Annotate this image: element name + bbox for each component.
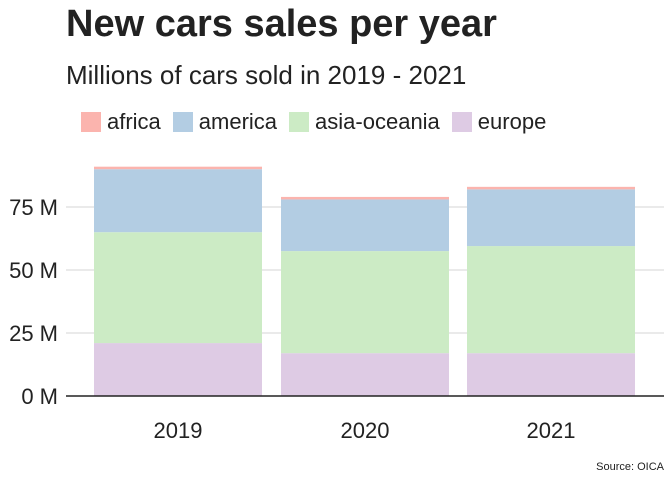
bar-segment-asia-oceania-2020 <box>281 251 449 354</box>
y-tick-label: 25 M <box>9 321 58 346</box>
y-tick-label: 75 M <box>9 195 58 220</box>
chart-subtitle: Millions of cars sold in 2019 - 2021 <box>66 60 467 90</box>
legend-item-africa: africa <box>81 109 161 135</box>
legend-swatch <box>81 112 101 132</box>
bar-segment-asia-oceania-2021 <box>467 246 635 354</box>
chart-title: New cars sales per year <box>66 3 497 45</box>
x-tick-label: 2019 <box>154 418 203 443</box>
y-tick-label: 50 M <box>9 258 58 283</box>
bar-segment-europe-2021 <box>467 353 635 396</box>
y-tick-label: 0 M <box>21 384 58 409</box>
legend-swatch <box>289 112 310 132</box>
legend-item-europe: europe <box>451 109 547 135</box>
bar-segment-europe-2019 <box>94 343 262 396</box>
legend-item-america: america <box>172 109 278 135</box>
legend-label: europe <box>477 109 547 134</box>
bar-segment-africa-2019 <box>94 166 262 170</box>
bar-segment-america-2021 <box>467 189 635 247</box>
bar-segment-america-2020 <box>281 199 449 252</box>
legend-item-asia-oceania: asia-oceania <box>289 109 440 135</box>
legend-label: america <box>198 109 278 134</box>
legend: africa america asia-oceania europe <box>81 109 558 135</box>
legend-swatch <box>172 112 193 132</box>
legend-label: africa <box>107 109 161 134</box>
x-tick-label: 2021 <box>527 418 576 443</box>
legend-label: asia-oceania <box>315 109 440 134</box>
x-tick-label: 2020 <box>341 418 390 443</box>
bar-segment-europe-2020 <box>281 353 449 396</box>
bar-segment-africa-2020 <box>281 196 449 200</box>
legend-swatch <box>451 112 472 132</box>
bar-segment-africa-2021 <box>467 186 635 190</box>
bar-segment-asia-oceania-2019 <box>94 232 262 344</box>
source-note: Source: OICA <box>596 461 664 473</box>
bar-segment-america-2019 <box>94 169 262 233</box>
